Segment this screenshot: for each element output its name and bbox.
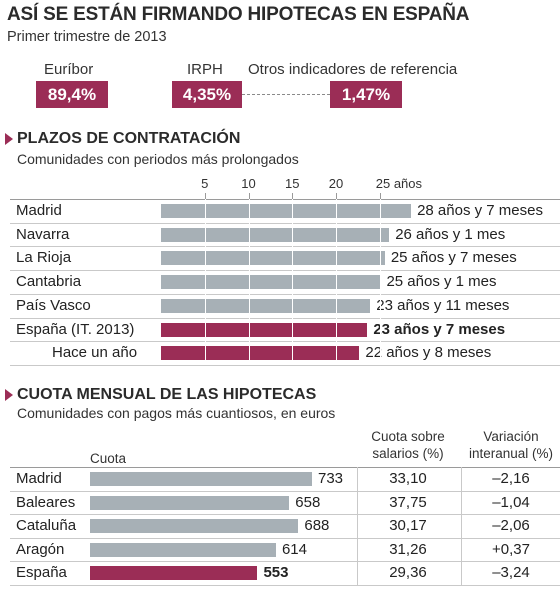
axis-tick-label: 25 años [375,176,423,191]
axis-tick-label: 15 [285,176,300,191]
plazos-bar [161,251,385,266]
cuota-bar [90,566,258,581]
axis-tick-label: 10 [241,176,256,191]
plazos-category-label: Hace un año [52,344,138,362]
plazos-category-label: País Vasco [16,296,91,314]
plazos-bar [161,204,412,218]
indicator-label-irph: IRPH [187,61,223,78]
cuota-bar [90,542,276,557]
axis-tick-label: 20 [328,176,344,191]
plazos-category-label: España (IT. 2013) [16,320,135,338]
row-separator [10,317,560,319]
cuota-category-label: España [16,564,67,582]
axis-tick-mark [204,193,206,199]
plazos-category-label: Madrid [16,202,62,219]
row-separator [10,490,560,492]
section-marker-icon [5,133,13,145]
page-title: ASÍ SE ESTÁN FIRMANDO HIPOTECAS EN ESPAÑ… [7,4,470,25]
plazos-value-label: 28 años y 7 meses [417,202,543,219]
plazos-value-label: 25 años y 7 meses [390,249,517,267]
row-separator [10,537,560,539]
plazos-value-label: 23 años y 11 meses [376,296,510,314]
plazos-value-label: 22 años y 8 meses [365,344,492,362]
cuota-value-label: 553 [263,564,289,582]
plazos-bar [161,227,390,242]
plazos-subtitle: Comunidades con periodos más prolongados [17,151,299,167]
axis-tick-mark [336,193,337,199]
row-separator [10,222,560,224]
cuota-salarios-cell: 30,17 [389,517,427,535]
cuota-salarios-cell: 31,26 [389,540,427,558]
axis-tick-mark [248,193,250,199]
cuota-salarios-cell: 33,10 [389,470,427,487]
axis-tick-mark [292,193,294,199]
col-header-variacion: Variación interanual (%) [468,429,554,461]
indicator-label-otros: Otros indicadores de referencia [248,61,458,78]
cuota-variacion-cell: +0,37 [492,540,530,558]
column-divider [357,467,358,585]
cuota-category-label: Baleares [16,493,76,511]
cuota-variacion-cell: –1,04 [492,493,530,511]
row-separator [10,467,560,468]
axis-tick-mark [379,193,381,199]
row-separator [10,514,560,516]
row-separator [10,561,560,563]
cuota-category-label: Madrid [16,470,62,487]
indicator-connector-line [242,94,330,95]
cuota-title: CUOTA MENSUAL DE LAS HIPOTECAS [17,386,317,403]
plazos-value-label: 25 años y 1 mes [386,273,497,291]
axis-gridline [292,195,294,365]
cuota-salarios-cell: 29,36 [389,564,427,582]
indicator-value-irph: 4,35% [172,81,242,108]
plazos-title: PLAZOS DE CONTRATACIÓN [17,130,241,147]
cuota-value-label: 658 [295,493,321,511]
row-separator [10,246,560,248]
plazos-value-label: 26 años y 1 mes [395,225,506,243]
row-separator [10,199,560,200]
axis-gridline [336,195,337,365]
cuota-value-label: 688 [304,517,330,535]
cuota-subtitle: Comunidades con pagos más cuantiosos, en… [17,405,336,421]
col-header-salarios: Cuota sobre salarios (%) [371,429,445,461]
indicator-label-euribor: Euríbor [44,61,94,78]
plazos-category-label: Navarra [16,225,70,243]
indicator-value-euribor: 89,4% [36,81,108,108]
cuota-bar [90,519,299,534]
cuota-value-label: 733 [318,470,344,487]
row-separator [10,364,560,366]
plazos-category-label: La Rioja [16,249,72,267]
indicator-value-otros: 1,47% [330,81,402,108]
axis-tick-label: 5 [201,176,209,191]
plazos-bar [161,275,381,290]
section-marker-icon [5,389,13,401]
page-subtitle: Primer trimestre de 2013 [7,29,167,45]
plazos-bar [161,322,368,337]
cuota-value-label: 614 [281,540,307,558]
cuota-variacion-cell: –2,16 [492,470,530,487]
axis-gridline [204,195,206,365]
row-separator [10,341,560,343]
cuota-category-label: Cataluña [16,517,77,535]
plazos-bar [161,298,371,313]
row-separator [10,293,560,295]
col-header-cuota: Cuota [90,451,127,466]
row-separator [10,585,560,586]
axis-gridline [248,195,250,365]
cuota-variacion-cell: –2,06 [492,517,530,535]
plazos-category-label: Cantabria [16,273,82,291]
cuota-bar [90,495,290,510]
cuota-category-label: Aragón [16,540,65,558]
cuota-bar [90,472,312,486]
column-divider [461,467,462,585]
cuota-salarios-cell: 37,75 [389,493,427,511]
cuota-variacion-cell: –3,24 [492,564,530,582]
axis-gridline [379,195,381,365]
plazos-value-label: 23 años y 7 meses [373,320,506,338]
plazos-bar [161,346,360,361]
row-separator [10,270,560,272]
